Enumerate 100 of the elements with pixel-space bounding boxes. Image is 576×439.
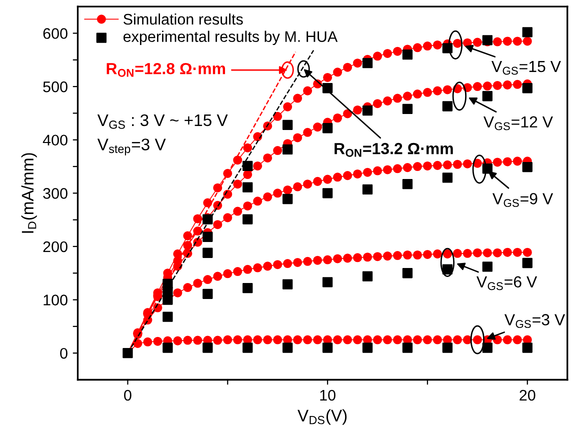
point [193,214,202,224]
point [502,335,512,344]
point [283,185,292,194]
point [162,278,173,289]
point [323,174,332,184]
point [202,288,213,299]
y-tick-label: 200 [43,241,68,252]
point [432,86,442,96]
point [323,255,332,264]
point [193,336,202,345]
point [373,335,382,344]
point [492,80,502,90]
point [243,264,252,274]
point [202,248,213,258]
point [432,40,442,50]
annotation: R$_{ON}$=13.2 Ω·mm [334,142,453,157]
point [512,156,522,166]
annotation: V$_{GS}$=9 V [492,193,554,207]
point [402,179,413,190]
point [263,335,272,344]
point [462,159,472,168]
point [382,96,392,106]
y-tick-label: 500 [43,81,68,92]
point [412,250,422,260]
point [273,112,282,121]
point [362,342,373,353]
point [283,102,292,112]
point [243,143,252,152]
point [502,80,512,90]
point [233,267,242,276]
point [442,342,453,353]
point [492,158,502,167]
point [353,253,362,262]
point [442,160,452,170]
point [162,342,173,353]
point [343,62,352,72]
point [402,342,413,353]
point [333,335,342,344]
point [482,91,493,102]
point [412,162,422,172]
legend-label: Simulation results [124,13,243,25]
point [243,170,252,180]
point [202,342,213,353]
point [193,278,202,288]
point [322,188,333,198]
y-tick-label: 0 [60,348,68,359]
point [522,27,532,38]
point [462,335,472,344]
point [412,335,422,344]
point [213,336,222,345]
point [293,335,302,344]
annotation: R$_{ON}$=12.8 Ω·mm [106,62,226,77]
point [323,72,332,82]
point [492,248,502,258]
point [482,262,493,272]
point [242,342,253,353]
point [522,248,532,257]
point [432,249,442,258]
point [472,82,482,92]
annotation: V$_{GS}$=3 V [504,314,566,328]
point [422,335,432,344]
x-tick-label: 0 [124,390,132,401]
point [133,338,142,348]
point [263,192,272,202]
point [282,144,293,155]
point [522,342,532,353]
point [353,58,362,68]
point [422,42,432,51]
point [412,43,422,52]
point [522,258,532,268]
point [203,198,212,208]
point [472,38,482,47]
point [482,342,493,353]
point [392,46,402,56]
point [303,256,312,266]
point [402,104,413,114]
point [343,335,352,344]
point [422,88,432,97]
point [522,36,532,46]
point [512,335,522,344]
point [382,48,392,58]
point [333,172,342,182]
point [333,113,342,123]
point [512,248,522,257]
y-tick-label: 100 [44,294,68,306]
point [293,94,302,103]
point [442,172,453,183]
point [183,231,192,240]
point [522,162,532,172]
point [213,220,222,230]
point [362,105,373,116]
point [462,248,472,258]
point [273,335,282,344]
point [322,342,333,353]
point [282,120,293,130]
annotation: V$_{GS}$=15 V [491,61,561,75]
point [402,268,413,278]
legend-label: experimental results by M. HUA [123,30,338,45]
point [392,251,402,260]
point [303,128,312,137]
